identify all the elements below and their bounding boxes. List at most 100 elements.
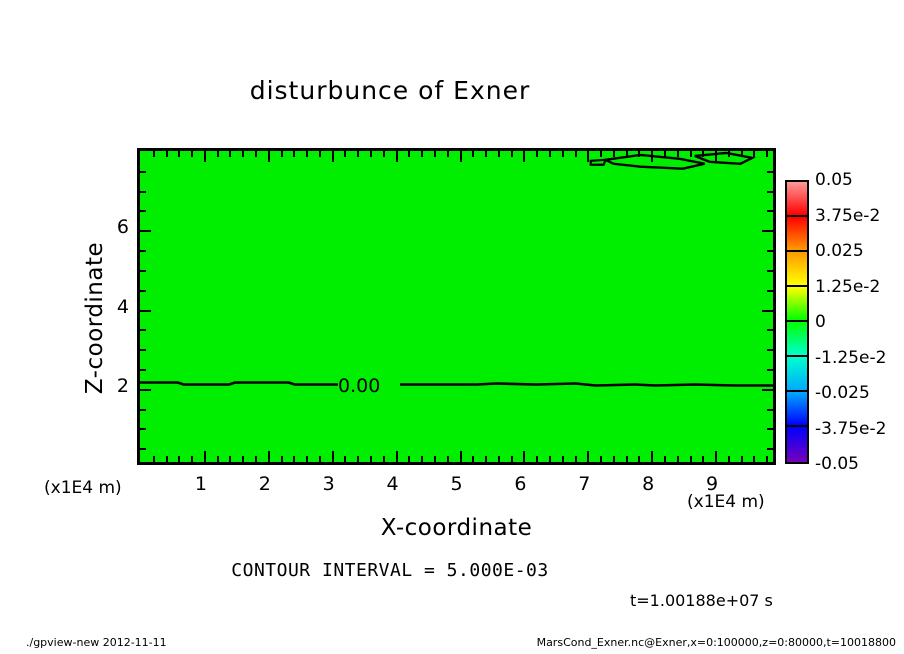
colorbar-tick-label: -0.025 (815, 383, 870, 403)
x-tick (216, 456, 219, 462)
y-tick-right (767, 368, 773, 371)
x-tick (408, 456, 411, 462)
x-tick (485, 456, 488, 462)
contour-line-zero (140, 381, 773, 387)
y-tick (140, 269, 146, 272)
x-tick (382, 456, 385, 462)
x-tick (370, 456, 373, 462)
x-tick (587, 451, 590, 462)
page-title: disturbunce of Exner (249, 76, 531, 105)
x-tick-top (255, 151, 258, 157)
x-tick (395, 451, 398, 462)
x-tick-top (191, 151, 194, 157)
x-tick (715, 451, 718, 462)
x-tick-top (178, 151, 181, 157)
x-tick-top (612, 151, 615, 157)
x-tick (433, 456, 436, 462)
field-fill (140, 151, 773, 462)
x-tick-top (229, 151, 232, 157)
y-tick-right (767, 289, 773, 292)
x-tick (689, 456, 692, 462)
x-tick-top (536, 151, 539, 157)
colorbar-tick-label: 3.75e-2 (815, 205, 881, 226)
time-annotation: t=1.00188e+07 s (630, 591, 773, 610)
x-tick-top (242, 151, 245, 157)
x-tick (267, 451, 270, 462)
contour-interval-text: CONTOUR INTERVAL = 5.000E-03 (231, 560, 549, 581)
x-tick (740, 456, 743, 462)
x-tick (536, 456, 539, 462)
x-tick (459, 451, 462, 462)
contour-label-wrapper: 0.00 (338, 375, 400, 397)
x-tick (331, 451, 334, 462)
y-tick-right (767, 170, 773, 173)
x-tick-top (280, 151, 283, 157)
x-tick (651, 451, 654, 462)
colorbar-tick-label: 0 (815, 312, 826, 332)
colorbar-tick-label: -1.25e-2 (815, 347, 887, 368)
y-tick-right (762, 388, 773, 391)
y-tick (140, 250, 146, 253)
footer-source: MarsCond_Exner.nc@Exner,x=0:100000,z=0:8… (536, 636, 896, 649)
x-tick (203, 451, 206, 462)
colorbar-tick-label: 0.025 (815, 241, 864, 261)
x-tick-label: 2 (258, 473, 271, 495)
contour-loop-b (694, 151, 756, 165)
x-tick-top (702, 151, 705, 157)
x-tick-top (638, 151, 641, 157)
x-tick (472, 456, 475, 462)
colorbar-band (787, 217, 807, 252)
x-tick (165, 456, 168, 462)
x-tick (753, 456, 756, 462)
x-tick-top (344, 151, 347, 157)
x-tick-top (331, 151, 334, 162)
x-tick (446, 456, 449, 462)
x-tick (497, 456, 500, 462)
y-tick-right (767, 269, 773, 272)
y-tick (140, 329, 146, 332)
x-axis-title: X-coordinate (380, 515, 533, 541)
contour-loop-a (601, 153, 705, 170)
x-tick-top (267, 151, 270, 162)
x-tick (625, 456, 628, 462)
x-tick-top (548, 151, 551, 157)
x-tick (242, 456, 245, 462)
x-tick (178, 456, 181, 462)
x-tick-top (676, 151, 679, 157)
x-tick-top (510, 151, 513, 157)
x-tick (357, 456, 360, 462)
colorbar-tick-label: -3.75e-2 (815, 418, 887, 439)
x-tick-top (485, 151, 488, 157)
plot-area: 0.00 (137, 148, 776, 465)
contour-loop-c (589, 158, 608, 166)
x-tick-top (740, 151, 743, 157)
x-tick-top (293, 151, 296, 157)
x-tick-label: 9 (706, 473, 719, 495)
x-tick (318, 456, 321, 462)
y-tick (140, 408, 146, 411)
x-tick-label: 4 (386, 473, 399, 495)
x-tick-label: 8 (642, 473, 655, 495)
x-tick (191, 456, 194, 462)
x-axis-unit-label: (x1E4 m) (687, 492, 765, 512)
y-tick-label: 2 (116, 374, 129, 397)
colorbar-band (787, 182, 807, 217)
y-tick-right (767, 448, 773, 451)
y-tick (140, 349, 146, 352)
x-tick (766, 456, 769, 462)
x-tick (421, 456, 424, 462)
x-tick (229, 456, 232, 462)
x-tick (510, 456, 513, 462)
colorbar-tick-label: 0.05 (815, 170, 853, 190)
x-tick (676, 456, 679, 462)
x-tick-top (306, 151, 309, 157)
y-tick (140, 428, 146, 431)
x-tick-top (600, 151, 603, 157)
x-tick-top (753, 151, 756, 157)
x-tick-top (318, 151, 321, 157)
x-tick-top (651, 151, 654, 162)
y-tick-right (767, 349, 773, 352)
y-axis-title: Z-coordinate (82, 241, 108, 395)
x-tick-top (152, 151, 155, 157)
x-tick-top (625, 151, 628, 157)
